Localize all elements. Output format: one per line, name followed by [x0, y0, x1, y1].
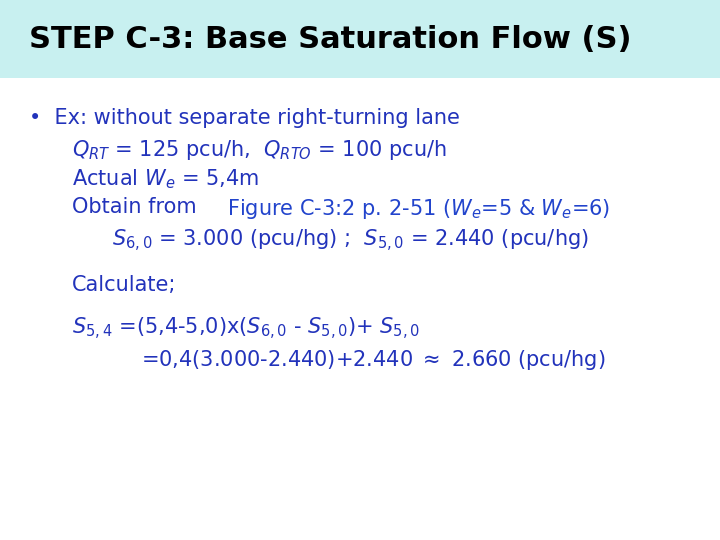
Text: $S_{5,4}$ =(5,4-5,0)x($S_{6,0}$ - $S_{5,0}$)+ $S_{5,0}$: $S_{5,4}$ =(5,4-5,0)x($S_{6,0}$ - $S_{5,… — [72, 316, 420, 342]
Text: Obtain from: Obtain from — [72, 197, 203, 217]
FancyBboxPatch shape — [0, 0, 720, 78]
Text: Calculate;: Calculate; — [72, 275, 176, 295]
Text: $S_{6,0}$ = 3.000 (pcu/hg) ;  $S_{5,0}$ = 2.440 (pcu/hg): $S_{6,0}$ = 3.000 (pcu/hg) ; $S_{5,0}$ =… — [112, 228, 588, 254]
Text: =0,4(3.000-2.440)+2.440 $\approx$ 2.660 (pcu/hg): =0,4(3.000-2.440)+2.440 $\approx$ 2.660 … — [141, 348, 606, 372]
Text: •  Ex: without separate right-turning lane: • Ex: without separate right-turning lan… — [29, 108, 459, 128]
Text: Actual $W_e$ = 5,4m: Actual $W_e$ = 5,4m — [72, 167, 259, 191]
Text: STEP C-3: Base Saturation Flow (S): STEP C-3: Base Saturation Flow (S) — [29, 25, 631, 54]
Text: Figure C-3:2 p. 2-51 ($W_e$=5 & $W_e$=6): Figure C-3:2 p. 2-51 ($W_e$=5 & $W_e$=6) — [227, 197, 610, 221]
Text: $Q_{RT}$ = 125 pcu/h,  $Q_{RTO}$ = 100 pcu/h: $Q_{RT}$ = 125 pcu/h, $Q_{RTO}$ = 100 pc… — [72, 138, 446, 161]
